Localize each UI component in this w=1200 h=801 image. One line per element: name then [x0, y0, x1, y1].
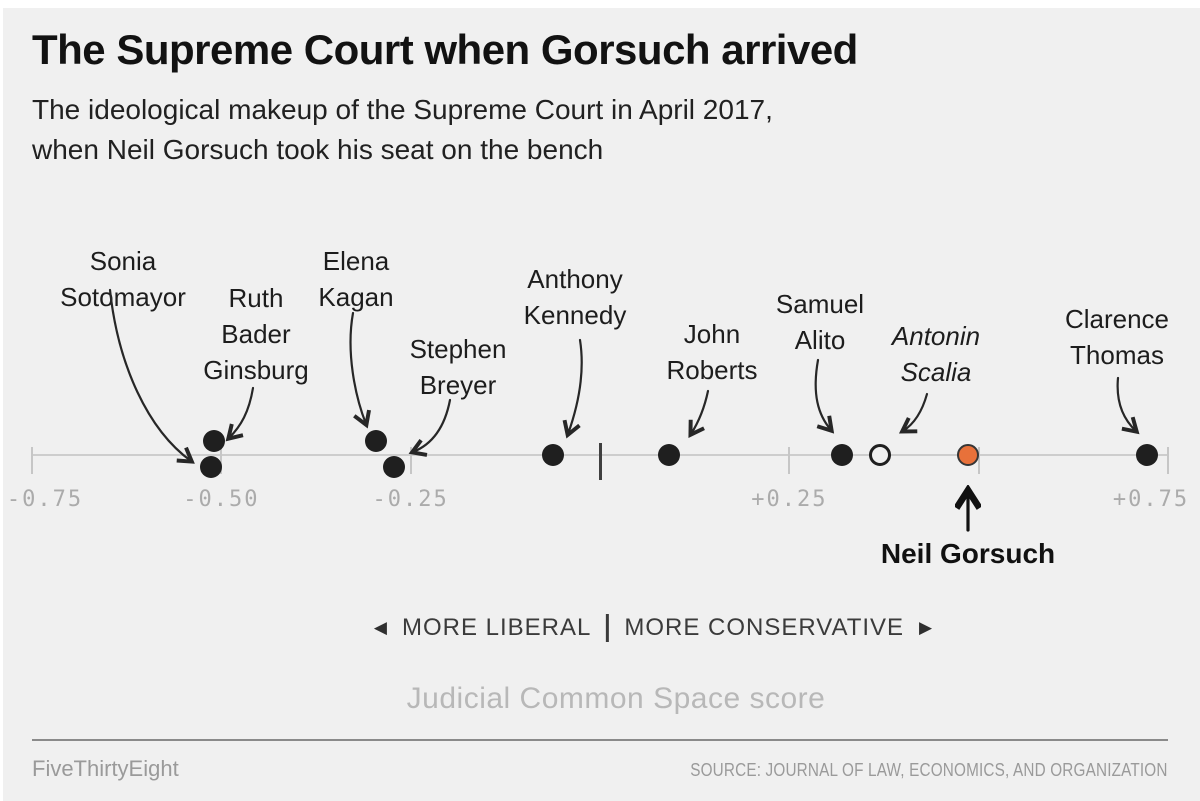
- annotation-arrow-kagan: [349, 311, 371, 429]
- justice-label-line: Bader: [221, 319, 291, 349]
- justice-label-line: Kennedy: [523, 300, 627, 330]
- justice-label-line: Breyer: [419, 370, 497, 400]
- justice-label-ginsburg: Ruth Bader Ginsburg: [203, 280, 309, 388]
- justice-dot-gorsuch: [957, 444, 980, 466]
- annotation-arrow-thomas: [1116, 376, 1140, 435]
- justice-label-line: Clarence: [1064, 304, 1170, 334]
- justice-dot-kagan: [364, 430, 387, 452]
- axis-tick: [409, 447, 412, 474]
- source-label: SOURCE: JOURNAL OF LAW, ECONOMICS, AND O…: [690, 760, 1168, 780]
- annotation-arrow-breyer: [408, 398, 452, 457]
- justice-label-alito: Samuel Alito: [776, 286, 864, 358]
- axis-tick-label: -0.50: [183, 487, 260, 512]
- justice-label-line: Scalia: [900, 357, 972, 387]
- justice-label-line: Thomas: [1070, 340, 1164, 370]
- justice-label-sotomayor: Sonia Sotomayor: [60, 243, 186, 315]
- justice-dot-breyer: [383, 456, 405, 478]
- axis-tick-label: +0.75: [1112, 487, 1190, 512]
- justice-dot-thomas: [1135, 444, 1158, 466]
- more-liberal-label: MORE LIBERAL: [401, 614, 592, 641]
- chart-title: The Supreme Court when Gorsuch arrived: [32, 26, 858, 73]
- annotation-arrow-ginsburg: [225, 386, 255, 442]
- justice-label-line: Neil Gorsuch: [880, 538, 1056, 569]
- axis-tick-label: +0.25: [751, 487, 828, 512]
- brand-label: FiveThirtyEight: [32, 756, 179, 781]
- justice-label-thomas: Clarence Thomas: [1065, 301, 1169, 373]
- more-liberal-arrow-icon: ◀: [373, 618, 387, 637]
- justice-dot-kennedy: [542, 444, 565, 466]
- axis-title: Judicial Common Space score: [406, 682, 826, 715]
- justice-label-line: Sonia: [89, 246, 157, 276]
- justice-label-line: Ruth: [228, 283, 284, 313]
- justice-label-line: Samuel: [775, 289, 865, 319]
- annotation-arrow-kennedy: [562, 338, 583, 439]
- annotation-arrow-scalia: [898, 392, 929, 434]
- justice-label-line: Alito: [794, 325, 846, 355]
- justice-label-kennedy: Anthony Kennedy: [524, 261, 627, 333]
- justice-label-kagan: Elena Kagan: [318, 243, 393, 315]
- annotation-arrow-sotomayor: [108, 288, 195, 464]
- justice-label-scalia: Antonin Scalia: [892, 318, 980, 390]
- justice-label-roberts: John Roberts: [666, 316, 757, 388]
- justice-dot-ginsburg: [202, 430, 225, 452]
- justice-label-line: Antonin: [891, 321, 981, 351]
- justice-dot-roberts: [657, 444, 680, 466]
- justice-label-line: Sotomayor: [60, 282, 186, 312]
- page-edge-left: [0, 0, 3, 801]
- annotation-arrow-alito: [814, 358, 835, 434]
- axis-tick: [788, 447, 791, 474]
- annotation-arrow-roberts: [688, 389, 710, 439]
- justice-label-breyer: Stephen Breyer: [410, 331, 507, 403]
- justice-label-line: Anthony: [527, 264, 623, 294]
- axis-tick: [220, 447, 223, 474]
- justice-label-line: Ginsburg: [203, 355, 309, 385]
- legend-divider: [606, 614, 610, 642]
- zero-marker: [599, 443, 602, 480]
- justice-label-line: Roberts: [666, 355, 758, 385]
- chart-subtitle: The ideological makeup of the Supreme Co…: [32, 90, 773, 170]
- justice-label-line: Elena: [322, 246, 390, 276]
- justice-label-line: Kagan: [318, 282, 394, 312]
- axis-tick: [1167, 447, 1169, 474]
- footer-divider: [32, 739, 1168, 741]
- justice-dot-sotomayor: [200, 456, 223, 478]
- axis-tick-label: -0.75: [6, 487, 84, 512]
- more-conservative-arrow-icon: ▶: [919, 618, 933, 637]
- page-edge-top: [0, 0, 1200, 8]
- justice-dot-scalia: [869, 444, 892, 466]
- justice-label-line: John: [683, 319, 741, 349]
- justice-label-line: Stephen: [409, 334, 507, 364]
- axis-tick: [31, 447, 33, 474]
- direction-legend: ◀ MORE LIBERAL MORE CONSERVATIVE ▶: [374, 614, 932, 642]
- chart-subtitle-line2: when Neil Gorsuch took his seat on the b…: [32, 134, 604, 165]
- justice-dot-alito: [830, 444, 853, 466]
- chart-subtitle-line1: The ideological makeup of the Supreme Co…: [32, 94, 773, 125]
- axis-tick: [977, 447, 980, 474]
- axis-tick-label: -0.25: [372, 487, 449, 512]
- more-conservative-label: MORE CONSERVATIVE: [624, 614, 905, 641]
- justice-label-gorsuch: Neil Gorsuch: [881, 536, 1055, 572]
